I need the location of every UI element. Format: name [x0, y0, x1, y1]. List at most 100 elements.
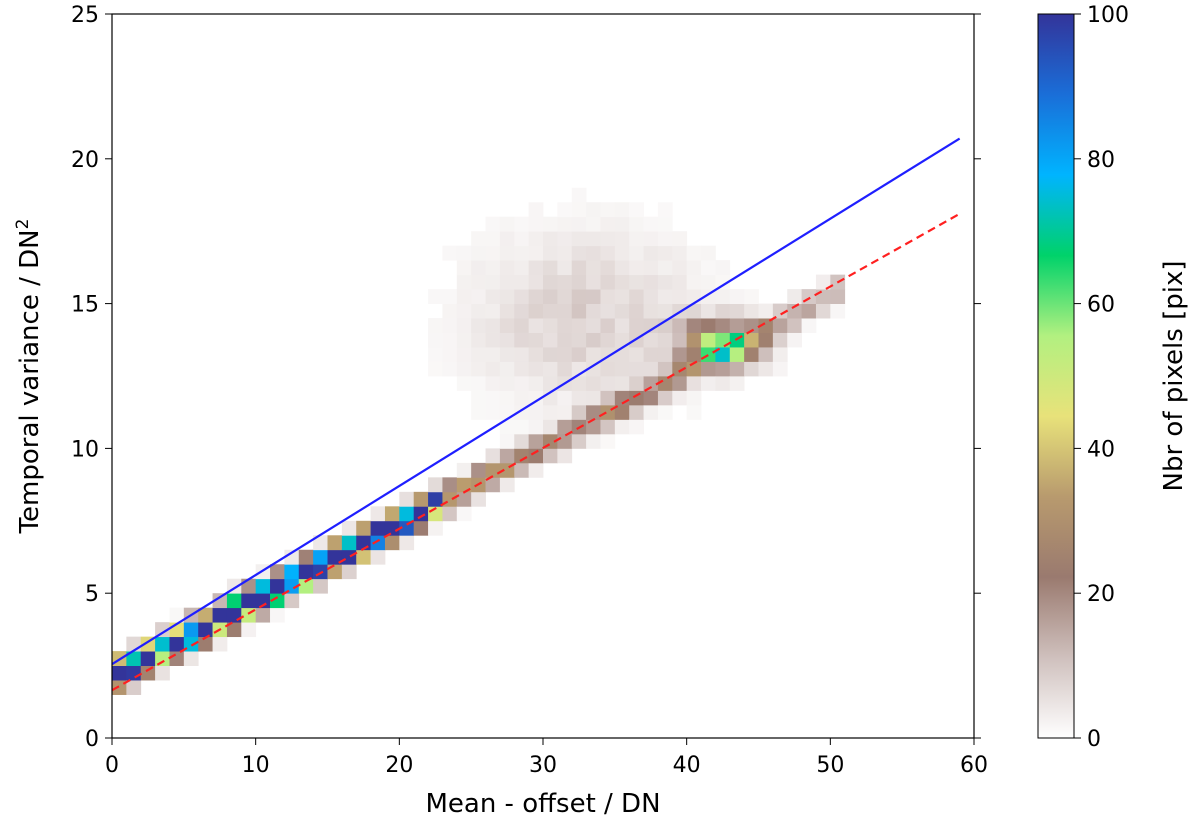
heatmap-cell: [428, 318, 443, 333]
heatmap-cell: [571, 318, 587, 333]
heatmap-cell: [126, 651, 142, 666]
heatmap-cell: [341, 564, 357, 580]
heatmap-cell: [370, 520, 386, 536]
heatmap-cell: [557, 245, 573, 261]
heatmap-cell: [758, 332, 774, 348]
heatmap-cell: [571, 376, 587, 391]
heatmap-cell: [643, 332, 659, 348]
heatmap-cell: [284, 578, 300, 594]
heatmap-cell: [241, 622, 257, 638]
heatmap-cell: [643, 216, 659, 232]
heatmap-cell: [672, 318, 688, 333]
heatmap-cell: [614, 216, 630, 232]
plot-area: 0 10 20 30 40 50 60 0 5 10 15 20 25: [71, 3, 988, 778]
heatmap-cell: [571, 347, 587, 362]
heatmap-cell: [514, 303, 530, 319]
heatmap-cell: [643, 390, 659, 406]
heatmap-cell: [356, 520, 371, 536]
heatmap-cell: [543, 245, 558, 261]
heatmap-cell: [543, 376, 558, 391]
x-tick-label: 60: [960, 753, 988, 778]
heatmap-cell: [629, 289, 644, 304]
heatmap-cell: [614, 245, 630, 261]
heatmap-cell: [571, 260, 587, 276]
heatmap-cell: [715, 347, 731, 362]
heatmap-cell: [399, 520, 415, 536]
heatmap-cell: [198, 622, 213, 638]
heatmap-cell: [499, 289, 515, 304]
heatmap-cell: [140, 665, 156, 681]
heatmap-cell: [729, 376, 745, 391]
heatmap-cell: [384, 520, 400, 536]
heatmap-cell: [614, 419, 630, 435]
heatmap-cell: [413, 506, 429, 522]
heatmap-cell: [672, 347, 688, 362]
heatmap-cell: [528, 419, 544, 435]
heatmap-cell: [471, 274, 486, 290]
heatmap-cell: [614, 260, 630, 276]
heatmap-cell: [384, 506, 400, 522]
heatmap-cell: [428, 361, 443, 377]
heatmap-cell: [140, 651, 156, 666]
heatmap-cell: [629, 361, 644, 377]
heatmap-cell: [571, 332, 587, 348]
heatmap-cell: [499, 231, 515, 247]
heatmap-cell: [543, 260, 558, 276]
heatmap-cell: [672, 245, 688, 261]
heatmap-cell: [471, 289, 486, 304]
heatmap-cell: [499, 376, 515, 391]
heatmap-cell: [643, 376, 659, 391]
heatmap-cell: [701, 332, 716, 348]
colorbar-ticks: 0 20 40 60 80 100: [1074, 3, 1129, 752]
heatmap-cell: [657, 289, 673, 304]
heatmap-cell: [442, 347, 458, 362]
heatmap-cell: [456, 477, 472, 493]
heatmap-cell: [270, 578, 285, 594]
heatmap-cell: [586, 202, 601, 218]
heatmap-cell: [715, 361, 731, 377]
heatmap-cell: [586, 231, 601, 247]
heatmap-cell: [686, 390, 702, 406]
heatmap-cell: [600, 390, 616, 406]
heatmap-cell: [571, 202, 587, 218]
heatmap-cell: [428, 332, 443, 348]
heatmap-cell: [643, 245, 659, 261]
heatmap-cell: [543, 318, 558, 333]
heatmap-cell: [672, 231, 688, 247]
heatmap-cell: [686, 245, 702, 261]
heatmap-cell: [485, 318, 501, 333]
heatmap-cell: [485, 332, 501, 348]
heatmap-cell: [485, 289, 501, 304]
heatmap-cell: [528, 390, 544, 406]
heatmap-cell: [212, 607, 228, 623]
heatmap-cell: [600, 318, 616, 333]
heatmap-cell: [801, 318, 817, 333]
heatmap-cell: [471, 245, 486, 261]
heatmap-cell: [571, 187, 587, 203]
heatmap-cell: [499, 318, 515, 333]
heatmap-cell: [543, 332, 558, 348]
heatmap-cell: [341, 520, 357, 536]
heatmap-cell: [514, 462, 530, 478]
heatmap-cell: [471, 303, 486, 319]
heatmap-cell: [657, 216, 673, 232]
x-tick-label: 0: [105, 753, 119, 778]
heatmap-cell: [557, 289, 573, 304]
heatmap-cell: [543, 303, 558, 319]
x-axis-title: Mean - offset / DN: [425, 789, 660, 819]
heatmap-cell: [226, 593, 242, 609]
x-axis-ticks: 0 10 20 30 40 50 60: [105, 738, 988, 778]
heatmap-cell: [270, 593, 285, 609]
colorbar-tick-label: 20: [1087, 582, 1115, 607]
heatmap-cell: [155, 636, 170, 652]
heatmap-cell: [155, 622, 170, 638]
heatmap-cell: [614, 347, 630, 362]
heatmap-cell: [643, 347, 659, 362]
heatmap-cell: [643, 260, 659, 276]
heatmap-cell: [528, 289, 544, 304]
heatmap-cell: [499, 390, 515, 406]
heatmap-cell: [801, 303, 817, 319]
y-tick-label: 20: [71, 148, 99, 173]
heatmap-cell: [313, 578, 328, 594]
heatmap-cell: [169, 607, 185, 623]
